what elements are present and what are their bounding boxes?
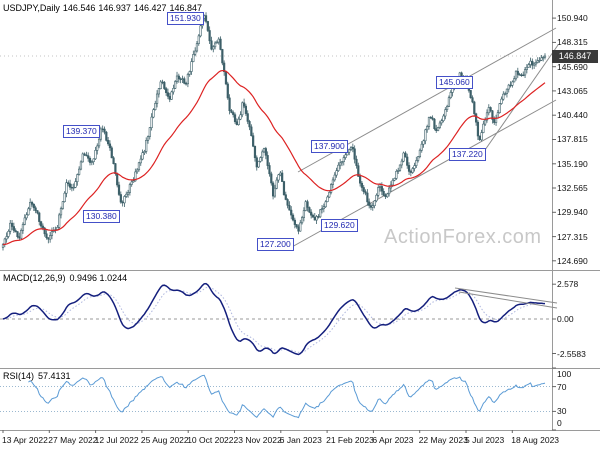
watermark: ActionForex.com (384, 226, 542, 248)
rsi-axis-label: 100 (557, 369, 572, 379)
price-level-annotation: 151.930 (167, 12, 204, 25)
price-level-annotation: 129.620 (321, 219, 358, 232)
rsi-axis-label: 30 (557, 406, 567, 417)
ohlc-high: 146.937 (98, 3, 131, 13)
price-axis-label: 148.315 (557, 37, 588, 48)
date-label: 6 Jan 2023 (279, 435, 322, 445)
price-level-annotation: 137.220 (449, 148, 486, 161)
macd-panel-label: MACD(12,26,9) 0.9496 1.0244 (3, 273, 131, 283)
ohlc-close: 146.847 (169, 3, 203, 13)
rsi-value: 57.4131 (38, 371, 71, 381)
macd-values: 0.9496 1.0244 (69, 273, 128, 283)
date-label: 23 Nov 2022 (233, 435, 282, 445)
ohlc-low: 146.427 (133, 3, 167, 13)
price-axis-label: 127.315 (557, 231, 588, 242)
rsi-name: RSI(14) (3, 371, 35, 381)
price-level-annotation: 127.200 (257, 238, 294, 251)
price-axis-label: 145.690 (557, 61, 588, 72)
price-axis-label: 140.440 (557, 110, 588, 121)
price-axis-label: 135.190 (557, 158, 588, 169)
rsi-panel-label: RSI(14) 57.4131 (3, 371, 75, 381)
rsi-axis-label: 70 (557, 381, 567, 392)
price-level-annotation: 137.900 (311, 140, 348, 153)
price-level-annotation: 139.370 (63, 125, 100, 138)
date-label: 22 May 2023 (418, 435, 468, 445)
macd-axis-label: -2.5583 (557, 348, 586, 359)
rsi-axis-label: 0 (557, 418, 562, 428)
date-label: 13 Apr 2022 (2, 435, 48, 445)
date-label: 21 Feb 2023 (326, 435, 374, 445)
price-axis-label: 143.065 (557, 85, 588, 96)
chart-title: USDJPY,Daily 146.546 146.937 146.427 146.847 (3, 3, 205, 13)
price-axis-label: 137.815 (557, 134, 588, 145)
price-axis-label: 150.940 (557, 13, 588, 24)
date-label: 27 May 2022 (48, 435, 98, 445)
macd-axis-label: 2.578 (557, 279, 579, 290)
price-axis-label: 129.940 (557, 207, 588, 218)
price-level-annotation: 130.380 (83, 210, 120, 223)
date-label: 6 Apr 2023 (372, 435, 414, 445)
date-label: 10 Oct 2022 (187, 435, 234, 445)
date-label: 18 Aug 2023 (511, 435, 560, 445)
price-axis-label: 132.565 (557, 183, 588, 194)
ohlc-open: 146.546 (62, 3, 96, 13)
date-label: 12 Jul 2022 (94, 435, 139, 445)
date-label: 25 Aug 2022 (140, 435, 189, 445)
price-axis-label: 124.690 (557, 255, 588, 266)
macd-name: MACD(12,26,9) (3, 273, 66, 283)
current-price-tag: 146.847 (552, 49, 598, 63)
price-level-annotation: 145.060 (436, 76, 473, 89)
date-label: 5 Jul 2023 (465, 435, 505, 445)
macd-axis-label: 0.00 (557, 314, 574, 324)
symbol-period-label: USDJPY,Daily (3, 3, 60, 13)
